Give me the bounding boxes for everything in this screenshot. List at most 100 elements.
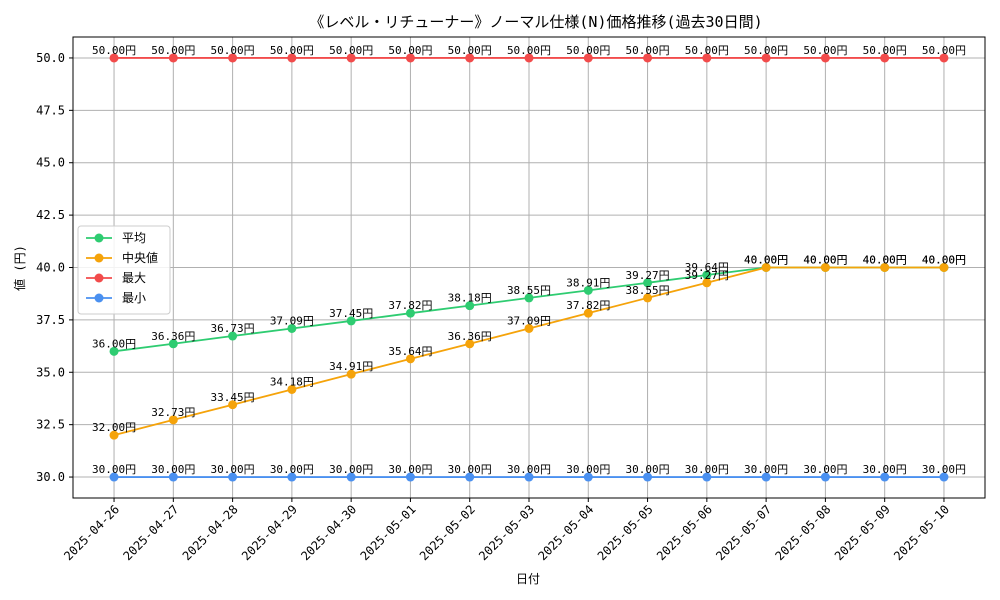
data-point bbox=[405, 308, 415, 318]
data-label: 40.00円 bbox=[863, 254, 907, 267]
x-tick-label: 2025-05-01 bbox=[358, 502, 419, 563]
data-point bbox=[346, 369, 356, 379]
data-label: 30.00円 bbox=[507, 463, 551, 476]
data-label: 30.00円 bbox=[685, 463, 729, 476]
legend-marker bbox=[94, 293, 104, 303]
data-label: 33.45円 bbox=[211, 391, 255, 404]
legend-marker bbox=[94, 233, 104, 243]
chart-title: 《レベル・リチューナー》ノーマル仕様(N)価格推移(過去30日間) bbox=[309, 13, 762, 31]
data-point bbox=[702, 472, 712, 482]
data-label: 38.55円 bbox=[507, 284, 551, 297]
data-label: 40.00円 bbox=[803, 254, 847, 267]
data-label: 36.73円 bbox=[211, 322, 255, 335]
data-label: 40.00円 bbox=[863, 254, 907, 267]
data-point bbox=[287, 323, 297, 333]
series-layer bbox=[109, 53, 949, 482]
data-label: 40.00円 bbox=[922, 254, 966, 267]
data-point bbox=[465, 339, 475, 349]
data-point bbox=[939, 472, 949, 482]
data-point bbox=[109, 472, 119, 482]
data-label: 39.27円 bbox=[685, 269, 729, 282]
legend-label: 中央値 bbox=[122, 250, 158, 265]
x-tick-label: 2025-05-04 bbox=[535, 502, 596, 563]
data-point bbox=[702, 270, 712, 280]
data-label: 37.45円 bbox=[329, 307, 373, 320]
legend-marker bbox=[94, 273, 104, 283]
data-point bbox=[168, 53, 178, 63]
y-tick-label: 50.0 bbox=[36, 51, 65, 65]
x-tick-label: 2025-05-08 bbox=[773, 502, 834, 563]
x-tick-label: 2025-04-29 bbox=[239, 502, 300, 563]
data-point bbox=[583, 308, 593, 318]
data-label: 50.00円 bbox=[922, 44, 966, 57]
data-point bbox=[524, 53, 534, 63]
data-point bbox=[820, 53, 830, 63]
data-label: 37.82円 bbox=[388, 299, 432, 312]
y-axis: 30.0 32.5 35.0 37.5 40.0 42.5 45.0 47.5 50.0 bbox=[36, 51, 73, 484]
data-point bbox=[761, 53, 771, 63]
data-point bbox=[820, 472, 830, 482]
data-label: 40.00円 bbox=[922, 254, 966, 267]
data-point bbox=[465, 472, 475, 482]
data-label: 32.73円 bbox=[151, 406, 195, 419]
x-tick-label: 2025-04-26 bbox=[61, 502, 122, 563]
data-label: 36.36円 bbox=[448, 330, 492, 343]
data-label: 30.00円 bbox=[92, 463, 136, 476]
data-point bbox=[761, 472, 771, 482]
data-point bbox=[820, 263, 830, 272]
data-labels: 36.00円 36.36円 36.73円 37.09円 37.45円 37.82円 38.1… bbox=[92, 44, 966, 476]
data-point bbox=[643, 278, 653, 288]
data-point bbox=[939, 263, 949, 272]
data-point bbox=[524, 323, 534, 333]
data-point bbox=[702, 53, 712, 63]
y-tick-label: 37.5 bbox=[36, 313, 65, 327]
x-axis: 2025-04-262025-04-272025-04-282025-04-29… bbox=[61, 498, 952, 563]
x-tick-label: 2025-04-27 bbox=[120, 502, 181, 563]
data-label: 40.00円 bbox=[744, 254, 788, 267]
data-label: 37.09円 bbox=[507, 314, 551, 327]
data-label: 30.00円 bbox=[803, 463, 847, 476]
x-tick-label: 2025-05-07 bbox=[713, 502, 774, 563]
data-label: 36.00円 bbox=[92, 337, 136, 350]
data-point bbox=[168, 472, 178, 482]
data-point bbox=[287, 53, 297, 63]
data-point bbox=[405, 472, 415, 482]
data-label: 39.27円 bbox=[625, 269, 669, 282]
data-point bbox=[405, 53, 415, 63]
data-label: 50.00円 bbox=[566, 44, 610, 57]
data-label: 30.00円 bbox=[744, 463, 788, 476]
legend-box bbox=[77, 225, 171, 315]
data-label: 39.64円 bbox=[685, 261, 729, 274]
x-tick-label: 2025-04-30 bbox=[298, 502, 359, 563]
data-label: 50.00円 bbox=[388, 44, 432, 57]
data-label: 35.64円 bbox=[388, 345, 432, 358]
data-point bbox=[702, 278, 712, 288]
x-axis-label: 日付 bbox=[516, 572, 540, 586]
data-point bbox=[228, 53, 238, 63]
x-tick-label: 2025-05-03 bbox=[476, 502, 537, 563]
y-tick-label: 35.0 bbox=[36, 365, 65, 379]
data-label: 50.00円 bbox=[507, 44, 551, 57]
data-label: 50.00円 bbox=[625, 44, 669, 57]
x-tick-label: 2025-04-28 bbox=[180, 502, 241, 563]
data-point bbox=[287, 384, 297, 394]
data-point bbox=[228, 472, 238, 482]
data-point bbox=[168, 415, 178, 425]
data-label: 40.00円 bbox=[744, 254, 788, 267]
data-label: 30.00円 bbox=[625, 463, 669, 476]
data-point bbox=[109, 430, 119, 440]
data-point bbox=[287, 472, 297, 482]
data-label: 30.00円 bbox=[211, 463, 255, 476]
data-point bbox=[109, 346, 119, 356]
data-label: 37.82円 bbox=[566, 299, 610, 312]
data-point bbox=[405, 354, 415, 364]
data-point bbox=[583, 472, 593, 482]
data-label: 32.00円 bbox=[92, 421, 136, 434]
y-tick-label: 42.5 bbox=[36, 208, 65, 222]
data-label: 30.00円 bbox=[863, 463, 907, 476]
data-label: 38.18円 bbox=[448, 292, 492, 305]
legend-marker bbox=[94, 253, 104, 263]
data-point bbox=[524, 293, 534, 303]
